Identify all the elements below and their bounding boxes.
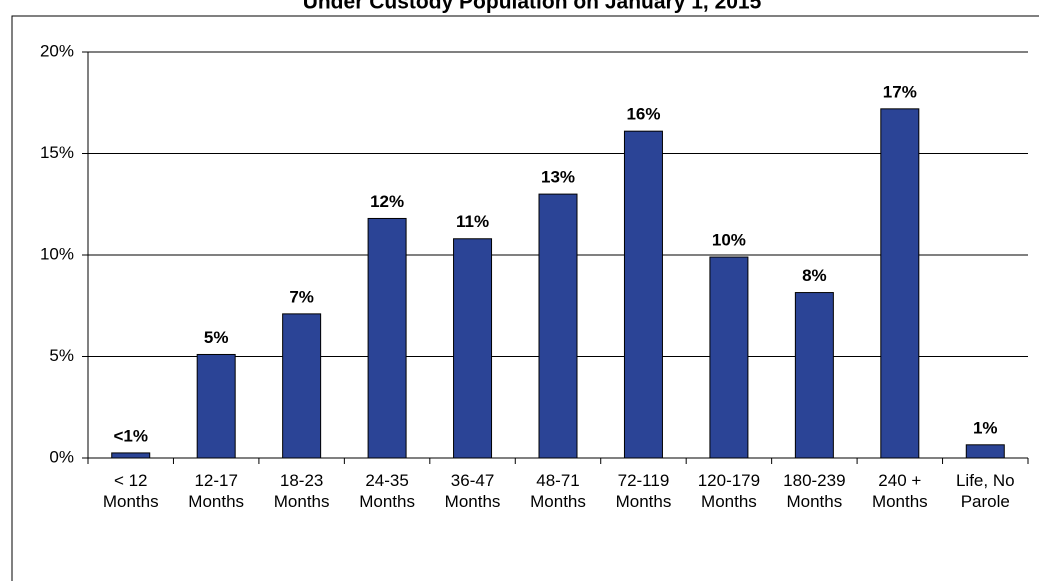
y-tick-label: 0% (49, 447, 74, 466)
x-tick-label: < 12 Months (103, 471, 159, 511)
y-tick-label: 10% (40, 244, 74, 263)
data-label: 13% (541, 168, 575, 187)
bar (282, 313, 322, 459)
data-label: 1% (973, 418, 998, 437)
x-tick-label: 180-239 Months (783, 471, 845, 511)
data-label: <1% (113, 426, 148, 445)
chart-title: Under Custody Population on January 1, 2… (303, 0, 762, 14)
x-tick-label: 24-35 Months (359, 471, 415, 511)
y-tick-label: 20% (40, 41, 74, 60)
data-label: 11% (456, 212, 489, 231)
data-label: 17% (883, 82, 917, 101)
bar (453, 238, 493, 459)
bar (196, 353, 236, 459)
x-tick-label: 36-47 Months (445, 471, 501, 511)
data-label: 12% (370, 192, 404, 211)
x-tick-label: 72-119 Months (616, 471, 672, 511)
bar (538, 193, 578, 459)
bar (111, 452, 151, 459)
data-label: 7% (289, 287, 314, 306)
bar (965, 444, 1005, 459)
y-tick-label: 15% (40, 143, 74, 162)
x-tick-label: 240 + Months (872, 471, 928, 511)
data-label: 5% (204, 328, 229, 347)
chart-frame (11, 15, 1039, 586)
x-tick-label: 120-179 Months (698, 471, 760, 511)
bar (880, 108, 920, 459)
x-tick-label: 18-23 Months (274, 471, 330, 511)
bar (367, 217, 407, 459)
data-label: 10% (712, 231, 746, 250)
x-tick-label: 48-71 Months (530, 471, 586, 511)
bar (623, 130, 663, 459)
y-tick-label: 5% (49, 346, 74, 365)
x-tick-label: Life, No Parole (956, 471, 1015, 511)
x-tick-label: 12-17 Months (188, 471, 244, 511)
data-label: 8% (802, 266, 827, 285)
bar (794, 292, 834, 459)
data-label: 16% (626, 105, 660, 124)
bar (709, 256, 749, 459)
